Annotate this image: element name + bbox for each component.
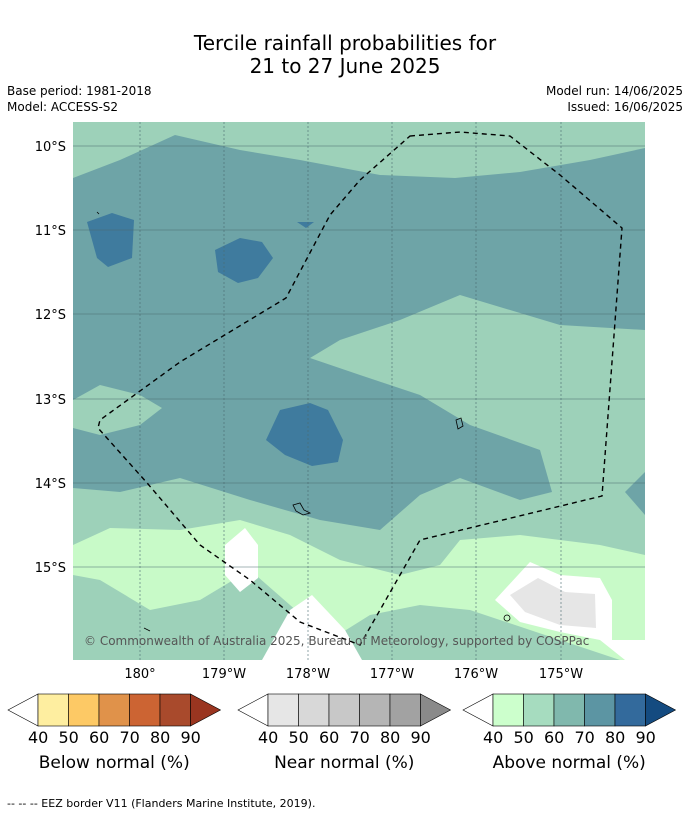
colorbar-segment (584, 693, 616, 727)
colorbar-tick-label: 80 (605, 728, 626, 747)
base-period: Base period: 1981-2018 (7, 84, 152, 98)
model-name: Model: ACCESS-S2 (7, 100, 119, 114)
chart-title-line2: 21 to 27 June 2025 (249, 54, 441, 78)
island-outline (292, 502, 312, 516)
colorbar-segment (68, 693, 100, 727)
colorbar-label: Near normal (%) (274, 753, 415, 773)
lat-label: 10°S (35, 140, 66, 155)
colorbar-tick-label: 50 (288, 728, 309, 747)
colorbar-tick-label: 90 (410, 728, 431, 747)
colorbar-tick-label: 90 (635, 728, 656, 747)
colorbar-under-tip (237, 693, 269, 727)
colorbar-tick-label: 60 (89, 728, 110, 747)
island-outline (96, 211, 100, 215)
above-normal-70-80-patch-1 (87, 213, 134, 267)
colorbar-segment (553, 693, 585, 727)
colorbar (7, 693, 222, 727)
lon-label: 178°W (286, 667, 330, 682)
colorbar-segment (98, 693, 130, 727)
near-normal-40-50-patch (510, 578, 596, 628)
colorbar-segment (298, 693, 330, 727)
colorbar-segment (359, 693, 391, 727)
colorbar-tick-label: 70 (574, 728, 595, 747)
colorbar-tick-label: 70 (119, 728, 140, 747)
above-normal-40-50-region (73, 520, 645, 660)
lon-label: 179°W (202, 667, 246, 682)
map-gridlines (73, 122, 645, 660)
longitude-labels: 180° 179°W 178°W 177°W 176°W 175°W (124, 667, 583, 682)
colorbars (7, 693, 677, 727)
lon-label: 177°W (370, 667, 414, 682)
colorbar-segment (492, 693, 524, 727)
colorbar-tick-label: 50 (513, 728, 534, 747)
colorbar-under-tip (7, 693, 39, 727)
colorbar-under-tip (462, 693, 494, 727)
colorbar-segment (523, 693, 555, 727)
chart-title-line1: Tercile rainfall probabilities for (193, 31, 497, 55)
above-normal-70-80-patch-4 (266, 403, 343, 466)
lon-label: 176°W (454, 667, 498, 682)
colorbar-tick-label: 80 (380, 728, 401, 747)
colorbar-tick-label: 70 (349, 728, 370, 747)
low-signal-pocket-2 (262, 595, 362, 660)
colorbar-tick-label: 40 (28, 728, 49, 747)
colorbar-over-tip (420, 693, 452, 727)
lat-label: 12°S (35, 308, 66, 323)
colorbar-segment (159, 693, 191, 727)
lat-label: 15°S (35, 561, 66, 576)
colorbar-segment (129, 693, 161, 727)
colorbar-tick-label: 60 (544, 728, 565, 747)
low-signal-pocket-1 (225, 528, 258, 592)
island-outline (503, 614, 511, 622)
lat-label: 13°S (35, 393, 66, 408)
island-outline (455, 417, 464, 430)
colorbar-tick-label: 90 (180, 728, 201, 747)
eez-border (97, 131, 623, 646)
issued-date: Issued: 16/06/2025 (567, 100, 683, 114)
copyright-text: © Commonwealth of Australia 2025, Bureau… (84, 634, 589, 648)
above-normal-70-80-patch-2 (215, 238, 273, 283)
colorbar-segment (37, 693, 69, 727)
colorbar (462, 693, 677, 727)
colorbar-segment (328, 693, 360, 727)
colorbar-tick-label: 40 (258, 728, 279, 747)
colorbar-tick-label: 50 (58, 728, 79, 747)
colorbar-over-tip (190, 693, 222, 727)
colorbar-label: Below normal (%) (38, 753, 190, 773)
lat-label: 11°S (35, 224, 66, 239)
model-run-date: Model run: 14/06/2025 (545, 84, 683, 98)
lat-label: 14°S (35, 477, 66, 492)
island-outline (143, 627, 151, 632)
colorbar-tick-label: 40 (483, 728, 504, 747)
colorbar-label: Above normal (%) (492, 753, 646, 773)
lon-label: 175°W (539, 667, 583, 682)
colorbar-segment (389, 693, 421, 727)
colorbar-tick-label: 80 (150, 728, 171, 747)
colorbar-over-tip (645, 693, 677, 727)
latitude-labels: 10°S 11°S 12°S 13°S 14°S 15°S (35, 140, 66, 576)
lon-label: 180° (124, 667, 155, 682)
probability-fields (73, 122, 645, 660)
colorbar (237, 693, 452, 727)
colorbar-tick-label: 60 (319, 728, 340, 747)
colorbar-segment (614, 693, 646, 727)
above-normal-70-80-patch-3 (297, 222, 314, 228)
colorbar-segment (267, 693, 299, 727)
eez-legend-note: -- -- -- EEZ border V11 (Flanders Marine… (7, 797, 316, 810)
